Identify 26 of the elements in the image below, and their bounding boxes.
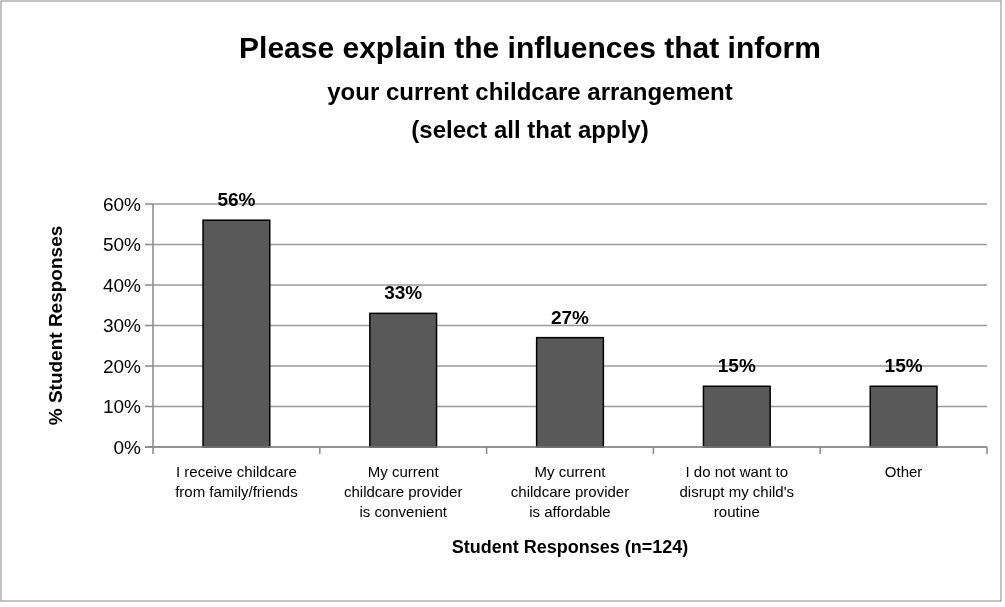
bar: [702, 385, 771, 448]
x-tick-label: I receive childcare from family/friends: [175, 463, 298, 500]
x-axis-title: Student Responses (n=124): [451, 537, 689, 557]
y-tick-label: 20%: [102, 355, 142, 377]
y-tick-label: 10%: [102, 396, 142, 418]
y-tick-label: 30%: [102, 315, 142, 337]
bar: [369, 312, 438, 448]
data-label: 33%: [384, 282, 423, 304]
data-label: 15%: [717, 355, 756, 377]
y-tick-label: 50%: [102, 234, 142, 256]
x-tick-label: My current childcare provider is convenient: [344, 463, 463, 520]
x-tick-label: I do not want to disrupt my child's routine: [679, 463, 795, 520]
y-axis-title: % Student Responses: [45, 225, 66, 426]
bar: [202, 219, 271, 448]
bar: [869, 385, 938, 448]
y-tick-label: 0%: [113, 436, 142, 458]
chart-subtitle: your current childcare arrangement (select all that apply): [327, 78, 733, 143]
y-tick-label: 60%: [102, 193, 142, 215]
data-label: 27%: [550, 306, 590, 328]
y-tick-label: 40%: [102, 274, 142, 296]
x-tick-label: Other: [884, 463, 923, 480]
chart-title: Please explain the influences that inform: [239, 31, 821, 64]
x-tick-label: My current childcare provider is affordable: [510, 463, 630, 520]
data-label: 15%: [884, 355, 923, 377]
bar: [535, 336, 605, 448]
data-label: 56%: [217, 189, 256, 211]
